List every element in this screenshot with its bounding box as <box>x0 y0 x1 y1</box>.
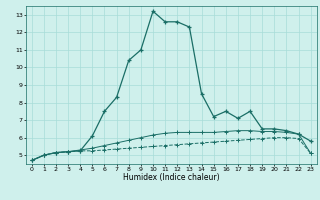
X-axis label: Humidex (Indice chaleur): Humidex (Indice chaleur) <box>123 173 220 182</box>
